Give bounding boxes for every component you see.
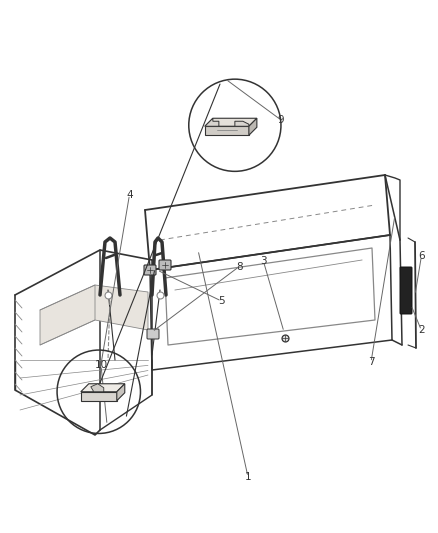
Text: 8: 8 xyxy=(235,262,242,271)
Polygon shape xyxy=(81,392,117,401)
Text: 10: 10 xyxy=(94,360,107,370)
Polygon shape xyxy=(81,384,124,392)
FancyBboxPatch shape xyxy=(159,260,171,270)
Text: 9: 9 xyxy=(277,115,284,125)
Polygon shape xyxy=(234,121,248,126)
Polygon shape xyxy=(248,118,256,135)
Text: 4: 4 xyxy=(126,190,133,199)
FancyBboxPatch shape xyxy=(399,267,411,314)
Text: 7: 7 xyxy=(367,358,374,367)
Polygon shape xyxy=(91,384,103,392)
FancyBboxPatch shape xyxy=(147,329,159,339)
Polygon shape xyxy=(117,384,124,401)
Text: 2: 2 xyxy=(417,326,424,335)
Text: 3: 3 xyxy=(259,256,266,266)
Polygon shape xyxy=(40,285,148,345)
Text: 5: 5 xyxy=(218,296,225,306)
Text: 6: 6 xyxy=(417,251,424,261)
Text: 1: 1 xyxy=(244,472,251,482)
Polygon shape xyxy=(205,126,248,135)
Polygon shape xyxy=(205,118,256,126)
Polygon shape xyxy=(205,118,219,126)
FancyBboxPatch shape xyxy=(144,265,155,275)
